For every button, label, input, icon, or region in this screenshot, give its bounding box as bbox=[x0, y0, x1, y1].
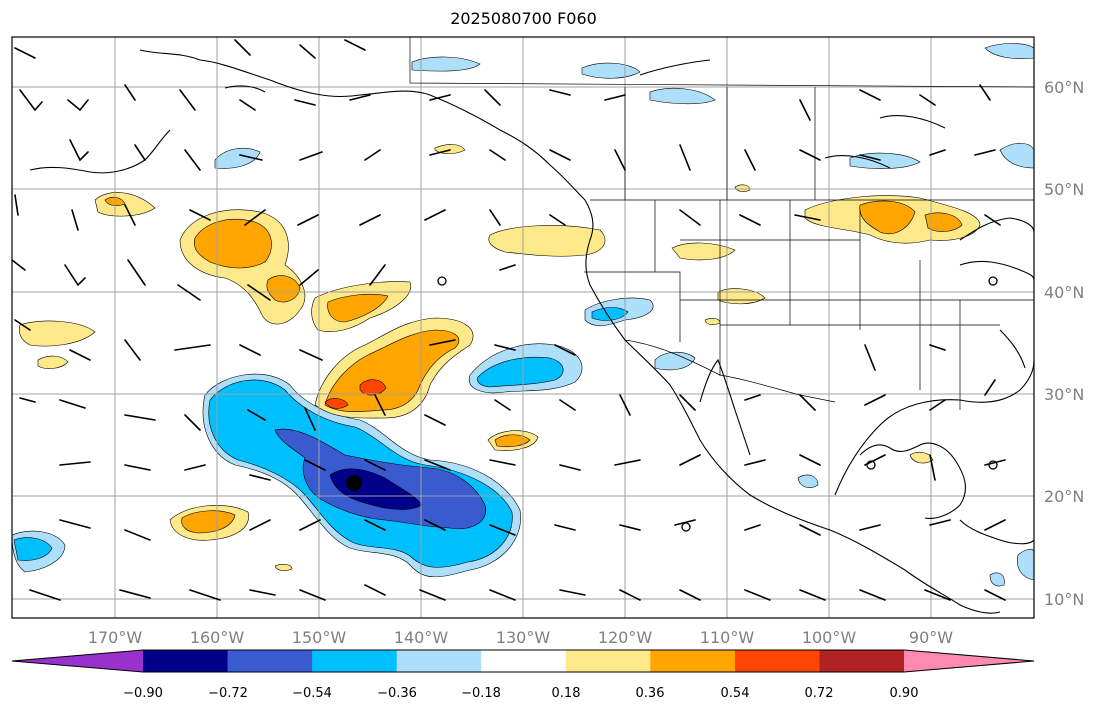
colorbar-segment bbox=[481, 650, 567, 672]
negative-anomaly-area bbox=[1017, 549, 1035, 581]
negative-anomaly-area bbox=[591, 307, 629, 321]
colorbar-segment bbox=[819, 650, 905, 672]
positive-anomaly-area bbox=[193, 219, 272, 269]
lat-label: 60°N bbox=[1044, 78, 1084, 97]
lon-label: 160°W bbox=[190, 628, 245, 647]
positive-anomaly-area bbox=[488, 225, 606, 257]
lat-label: 20°N bbox=[1044, 487, 1084, 506]
negative-anomaly-area bbox=[13, 537, 53, 561]
colorbar-tick-label: −0.54 bbox=[292, 686, 332, 701]
coastlines bbox=[29, 49, 1035, 614]
wind-barbs bbox=[11, 39, 1006, 601]
colorbar-tick-label: 0.18 bbox=[552, 686, 581, 701]
longitude-axis: 170°W 160°W 150°W 140°W 130°W 120°W 110°… bbox=[88, 628, 953, 647]
colorbar-segment bbox=[396, 650, 482, 672]
negative-anomaly-area bbox=[581, 62, 641, 79]
negative-anomaly-area bbox=[989, 572, 1005, 587]
lat-label: 30°N bbox=[1044, 385, 1084, 404]
negative-anomaly-area bbox=[411, 56, 481, 72]
colorbar-segment bbox=[565, 650, 651, 672]
positive-anomaly-area bbox=[734, 184, 751, 192]
positive-anomaly-area bbox=[359, 379, 387, 396]
map-title: 2025080700 F060 bbox=[450, 9, 597, 28]
positive-anomaly-area bbox=[717, 288, 766, 305]
lat-label: 50°N bbox=[1044, 180, 1084, 199]
positive-anomaly-area bbox=[181, 510, 236, 534]
colorbar-segment bbox=[312, 650, 398, 672]
anomaly-fill-layer bbox=[11, 43, 1035, 587]
colorbar-extend-low bbox=[12, 650, 143, 672]
negative-anomaly-area bbox=[649, 87, 716, 105]
latitude-axis: 60°N 50°N 40°N 30°N 20°N 10°N bbox=[1044, 78, 1084, 609]
lon-label: 100°W bbox=[802, 628, 857, 647]
lon-label: 170°W bbox=[88, 628, 143, 647]
positive-anomaly-area bbox=[671, 242, 736, 261]
colorbar bbox=[11, 649, 1035, 673]
colorbar-tick-labels: −0.90 −0.72 −0.54 −0.36 −0.18 0.18 0.36 … bbox=[123, 686, 918, 701]
lon-label: 130°W bbox=[496, 628, 551, 647]
lon-label: 120°W bbox=[598, 628, 653, 647]
lat-label: 40°N bbox=[1044, 283, 1084, 302]
positive-anomaly-area bbox=[704, 318, 721, 325]
positive-anomaly-area bbox=[324, 398, 349, 409]
positive-anomaly-area bbox=[19, 320, 96, 347]
positive-anomaly-area bbox=[274, 564, 293, 571]
colorbar-tick-label: −0.90 bbox=[123, 686, 163, 701]
colorbar-tick-label: 0.36 bbox=[636, 686, 665, 701]
positive-anomaly-area bbox=[924, 212, 963, 232]
colorbar-segment bbox=[143, 650, 229, 672]
positive-anomaly-area bbox=[37, 355, 69, 369]
colorbar-segment bbox=[227, 650, 313, 672]
positive-anomaly-area bbox=[859, 200, 916, 234]
colorbar-tick-label: −0.18 bbox=[461, 686, 501, 701]
colorbar-tick-label: 0.54 bbox=[721, 686, 750, 701]
negative-anomaly-area bbox=[477, 356, 564, 388]
colorbar-segment bbox=[734, 650, 820, 672]
positive-anomaly-area bbox=[266, 275, 301, 303]
positive-anomaly-area bbox=[327, 293, 389, 323]
lon-label: 90°W bbox=[909, 628, 953, 647]
storm-center-marker bbox=[346, 475, 362, 491]
political-borders bbox=[409, 37, 1035, 410]
positive-anomaly-area bbox=[909, 451, 934, 464]
negative-anomaly-area bbox=[214, 147, 261, 169]
negative-anomaly-area bbox=[984, 43, 1035, 59]
positive-anomaly-area bbox=[494, 434, 531, 448]
colorbar-tick-label: 0.90 bbox=[890, 686, 919, 701]
colorbar-extend-high bbox=[904, 650, 1034, 672]
lon-label: 110°W bbox=[700, 628, 755, 647]
colorbar-tick-label: −0.72 bbox=[208, 686, 248, 701]
lon-label: 140°W bbox=[394, 628, 449, 647]
lon-label: 150°W bbox=[292, 628, 347, 647]
negative-anomaly-area bbox=[999, 142, 1035, 169]
colorbar-outline bbox=[11, 649, 1035, 673]
colorbar-segment bbox=[650, 650, 736, 672]
colorbar-tick-label: −0.36 bbox=[377, 686, 417, 701]
graticule bbox=[12, 37, 1034, 618]
calm-wind-markers bbox=[437, 276, 998, 532]
negative-anomaly-area bbox=[654, 351, 696, 371]
negative-anomaly-area bbox=[797, 474, 819, 488]
lat-label: 10°N bbox=[1044, 590, 1084, 609]
map-frame bbox=[11, 36, 1035, 619]
colorbar-tick-label: 0.72 bbox=[805, 686, 834, 701]
